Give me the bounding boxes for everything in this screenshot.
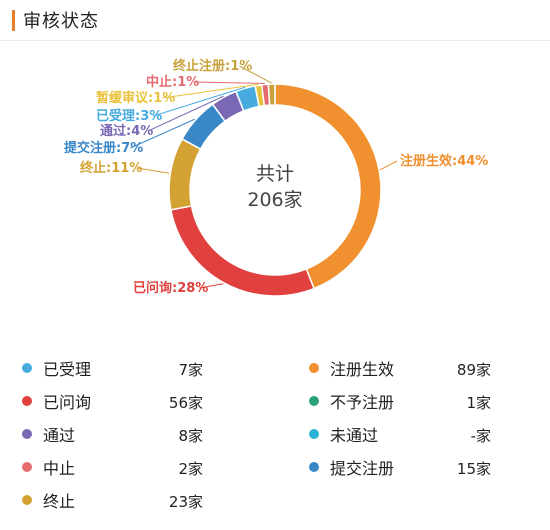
slice-label-已问询: 已问询:28% bbox=[133, 280, 208, 296]
legend-dot bbox=[22, 429, 32, 439]
slice-label-终止注册: 终止注册:1% bbox=[173, 58, 252, 74]
leader-line-已问询 bbox=[199, 283, 224, 289]
slice-label-已受理: 已受理:3% bbox=[96, 108, 162, 124]
legend-label: 通过 bbox=[43, 426, 76, 445]
legend-dot bbox=[22, 495, 32, 505]
legend-value-通过: 8家 bbox=[178, 427, 203, 445]
leader-line-注册生效 bbox=[379, 160, 398, 171]
legend-value-已问询: 56家 bbox=[168, 394, 203, 412]
header-accent-bar bbox=[12, 10, 15, 31]
leader-line-终止注册 bbox=[239, 65, 272, 84]
legend-item-已受理: 已受理 bbox=[22, 358, 92, 379]
legend: 已受理 7家已问询 56家通过 8家中止 2家终止 23家 注册生效 89家不予注册 1家未通过… bbox=[0, 350, 550, 530]
leader-line-通过 bbox=[147, 95, 224, 132]
legend-value-中止: 2家 bbox=[178, 460, 203, 478]
legend-dot bbox=[309, 462, 319, 472]
legend-label: 未通过 bbox=[330, 426, 379, 445]
legend-item-通过: 通过 bbox=[22, 424, 76, 445]
legend-value-已受理: 7家 bbox=[178, 361, 203, 379]
slice-label-终止: 终止:11% bbox=[80, 160, 142, 176]
legend-value-不予注册: 1家 bbox=[466, 394, 491, 412]
legend-dot bbox=[22, 363, 32, 373]
slice-终止 bbox=[168, 137, 202, 211]
legend-item-不予注册: 不予注册 bbox=[309, 391, 395, 412]
legend-dot bbox=[309, 429, 319, 439]
slice-终止注册 bbox=[267, 83, 276, 106]
legend-item-中止: 中止 bbox=[22, 457, 76, 478]
legend-value-注册生效: 89家 bbox=[456, 361, 491, 379]
legend-value-未通过: -家 bbox=[470, 427, 491, 445]
legend-label: 已问询 bbox=[43, 393, 92, 412]
leader-line-终止 bbox=[137, 167, 170, 174]
legend-item-注册生效: 注册生效 bbox=[309, 358, 395, 379]
legend-value-提交注册: 15家 bbox=[456, 460, 491, 478]
leader-line-暂缓审议 bbox=[162, 83, 259, 99]
section-header: 审核状态 bbox=[0, 0, 550, 41]
legend-dot bbox=[309, 396, 319, 406]
legend-label: 不予注册 bbox=[330, 393, 395, 412]
legend-item-终止: 终止 bbox=[22, 490, 76, 511]
legend-label: 已受理 bbox=[43, 360, 92, 379]
legend-dot bbox=[309, 363, 319, 373]
center-total: 206家 bbox=[247, 189, 302, 211]
legend-label: 注册生效 bbox=[330, 360, 395, 379]
legend-item-已问询: 已问询 bbox=[22, 391, 92, 412]
page-title: 审核状态 bbox=[23, 11, 99, 32]
legend-label: 终止 bbox=[43, 492, 76, 511]
legend-dot bbox=[22, 396, 32, 406]
legend-item-未通过: 未通过 bbox=[309, 424, 379, 445]
leader-line-已受理 bbox=[153, 86, 246, 117]
legend-label: 中止 bbox=[43, 459, 76, 478]
slice-label-暂缓审议: 暂缓审议:1% bbox=[96, 90, 175, 106]
legend-label: 提交注册 bbox=[330, 459, 395, 478]
legend-item-提交注册: 提交注册 bbox=[309, 457, 395, 478]
center-label: 共计 bbox=[256, 163, 294, 185]
leader-line-中止 bbox=[193, 81, 265, 84]
legend-value-终止: 23家 bbox=[168, 493, 203, 511]
donut-chart: 注册生效:44% 已问询:28% 终止:11% 提交注册:7%通过:4%已受理:3% 暂… bbox=[64, 58, 488, 297]
leader-line-提交注册 bbox=[130, 118, 195, 149]
slice-注册生效 bbox=[274, 83, 382, 290]
legend-dot bbox=[22, 462, 32, 472]
slice-label-通过: 通过:4% bbox=[100, 123, 153, 139]
slice-label-中止: 中止:1% bbox=[146, 74, 199, 90]
slice-label-提交注册: 提交注册:7% bbox=[64, 140, 143, 156]
slice-label-注册生效: 注册生效:44% bbox=[400, 153, 488, 169]
